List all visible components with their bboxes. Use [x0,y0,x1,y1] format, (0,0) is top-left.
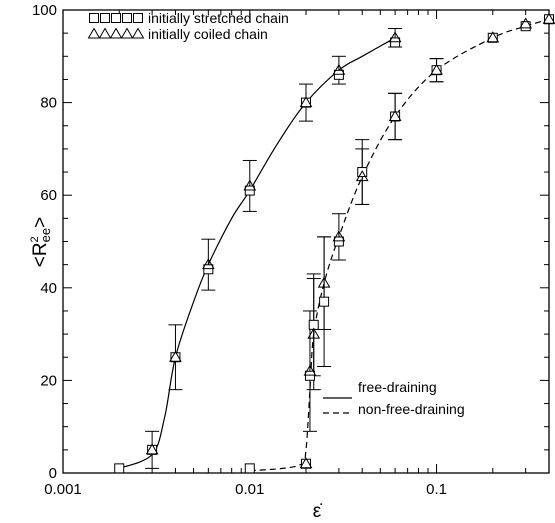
axes: 0.001 0.01 0.1 0 20 40 60 80 100 [32,2,550,498]
square-marker [390,37,401,48]
triangle-marker [317,276,331,288]
plot-frame [62,9,550,474]
triangle-marker [201,258,215,270]
legend-square-marker [133,13,143,23]
x-tick-label: 0.001 [44,481,82,498]
legend-line-label: free-draining [358,379,437,395]
triangle-marker [355,170,369,182]
plot-border [62,9,550,474]
legend-triangle-marker [131,27,145,39]
triangle-marker [542,12,555,24]
triangle-marker [519,17,533,29]
triangle-marker [430,63,443,75]
free-draining-curve [118,37,396,469]
legend-square-marker [122,13,132,23]
triangle-marker [299,457,313,469]
y-tick-label: 0 [49,465,57,482]
triangle-marker [299,96,313,108]
square-marker [319,296,330,307]
square-marker [333,236,344,247]
triangle-marker [145,443,159,455]
legend-square-marker [100,13,110,23]
x-axis-label: ε̇ [313,501,322,522]
x-tick-label: 0.01 [235,481,264,498]
legend-triangle-marker [120,27,134,39]
legend-triangle-marker [98,27,112,39]
triangle-marker [486,31,500,43]
triangle-marker [388,109,402,121]
triangle-marker [332,63,346,75]
legend-square-marker [89,13,99,23]
legend-square-marker [111,13,121,23]
y-tick-label: 60 [40,187,57,204]
square-marker [244,185,255,196]
y-tick-label: 80 [40,95,57,112]
square-marker [203,264,214,275]
triangle-marker [307,327,321,339]
triangle-marker [243,179,257,191]
triangle-marker [303,364,317,376]
legend-label: initially stretched chain [148,10,289,26]
triangle-marker [332,230,346,242]
square-marker [244,463,255,474]
y-tick-label: 40 [40,280,57,297]
triangle-marker [388,31,402,43]
error-bars [145,28,444,469]
x-tick-label: 0.1 [426,481,447,498]
data-markers [114,12,555,474]
legend-triangle-marker [109,27,123,39]
square-marker [114,463,125,474]
legend-label: initially coiled chain [148,26,268,42]
legend-triangle-marker [87,27,101,39]
square-marker [304,370,315,381]
y-axis-label: <R2ee> [29,217,53,268]
triangle-marker [169,350,182,362]
y-tick-label: 20 [40,372,57,389]
square-marker [333,69,344,80]
y-tick-label: 100 [32,2,57,19]
legend-line-label: non-free-draining [358,401,465,417]
